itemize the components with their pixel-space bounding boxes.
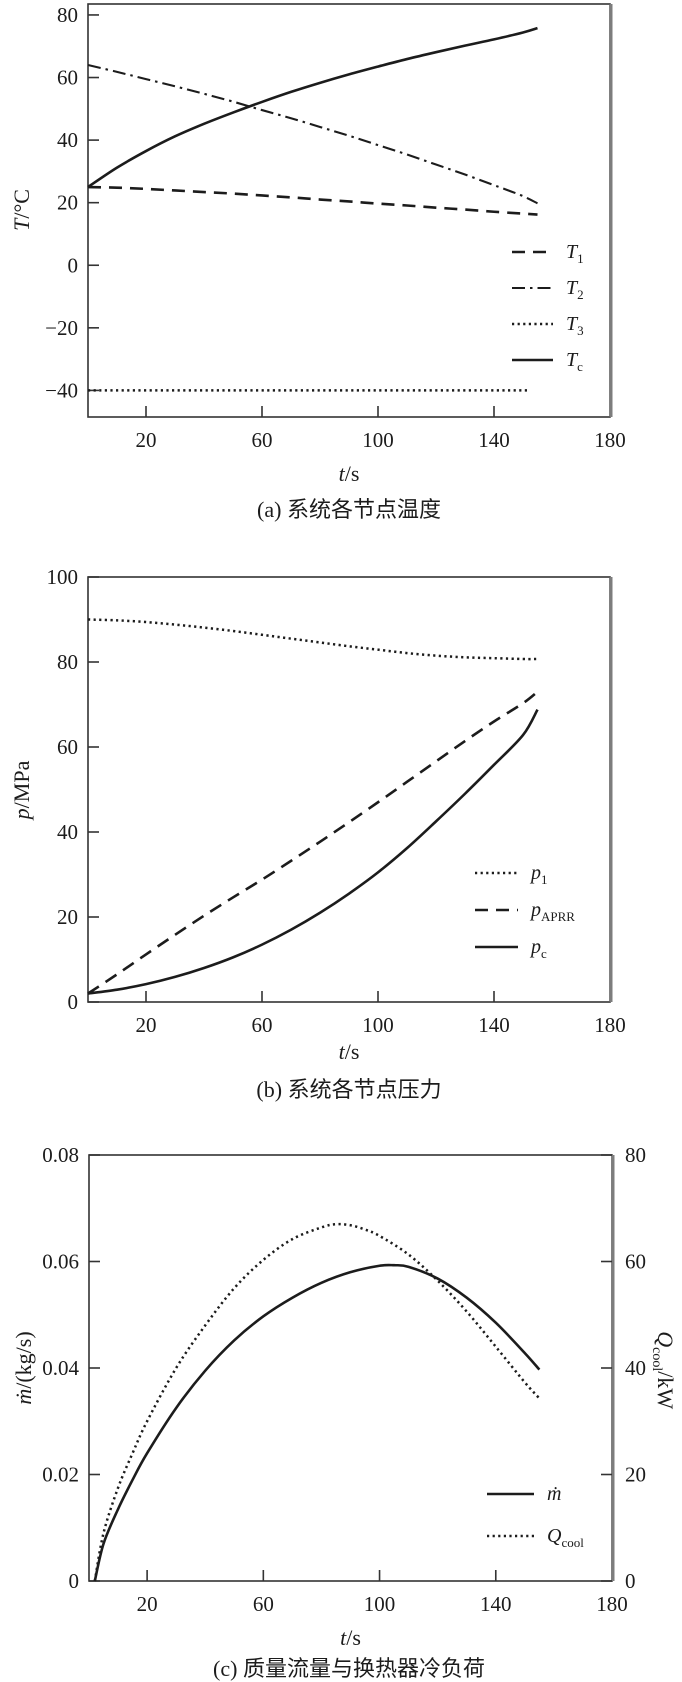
yaxis-var-b: p xyxy=(9,808,34,820)
series-Tc-line xyxy=(87,26,538,189)
x-tick-label-b: 60 xyxy=(252,1013,273,1037)
y-tick-label-a: 20 xyxy=(57,191,78,215)
x-tick-label-a: 100 xyxy=(362,428,394,452)
legend-label-T2: T2 xyxy=(566,277,584,302)
yaxis-label-b: p/MPa xyxy=(9,680,35,900)
y-tick-label-a: −40 xyxy=(45,378,78,402)
caption-c: (c) 质量流量与换热器冷负荷 xyxy=(213,1656,485,1681)
y-tick-label-a: 0 xyxy=(68,253,79,277)
xaxis-label-a: t/s xyxy=(88,461,610,487)
y-tick-label-b: 80 xyxy=(57,650,78,674)
yaxis2-sub-c: cool xyxy=(648,1347,664,1372)
xaxis-label-c: t/s xyxy=(89,1625,612,1651)
x-tick-label-a: 60 xyxy=(252,428,273,452)
legend-label-Qcool: Qcool xyxy=(547,1525,584,1550)
yaxis2-unit-c: /kW xyxy=(653,1371,679,1410)
yaxis-unit-a: /°C xyxy=(9,189,34,219)
yaxis-label-c-right: Qcool/kW xyxy=(648,1260,678,1480)
y-tick-label-c: 0.02 xyxy=(42,1463,79,1487)
xaxis-var-c: t xyxy=(340,1625,347,1650)
xaxis-unit-b: /s xyxy=(344,1039,360,1064)
series-ṁ-line xyxy=(93,1263,541,1582)
xaxis-var-a: t xyxy=(338,461,345,486)
yaxis-unit-c: /(kg/s) xyxy=(11,1331,36,1389)
x-tick-label-a: 180 xyxy=(594,428,626,452)
y2-tick-label-c: 0 xyxy=(625,1569,636,1593)
x-tick-label-a: 140 xyxy=(478,428,510,452)
x-tick-label-b: 140 xyxy=(478,1013,510,1037)
yaxis-unit-b: /MPa xyxy=(9,760,34,809)
series-Qcool-line xyxy=(93,1222,541,1582)
x-tick-label-c: 100 xyxy=(364,1592,396,1616)
x-tick-label-b: 20 xyxy=(136,1013,157,1037)
series-pc-line xyxy=(87,708,539,995)
y-tick-label-a: 80 xyxy=(57,3,78,27)
y-tick-label-c: 0 xyxy=(69,1569,80,1593)
yaxis2-var-c: Q xyxy=(653,1331,679,1348)
yaxis-label-c-left: ṁ/(kg/s) xyxy=(11,1258,37,1478)
legend-label-Tc: Tc xyxy=(566,349,583,374)
x-tick-label-c: 180 xyxy=(596,1592,628,1616)
series-T1-line xyxy=(87,185,538,216)
y-tick-label-a: 60 xyxy=(57,66,78,90)
legend-label-T1: T1 xyxy=(566,241,584,266)
xaxis-var-b: t xyxy=(338,1039,345,1064)
x-tick-label-c: 60 xyxy=(253,1592,274,1616)
y-tick-label-a: −20 xyxy=(45,316,78,340)
y-tick-label-b: 100 xyxy=(47,565,79,589)
y2-tick-label-c: 60 xyxy=(625,1250,646,1274)
series-p1-line xyxy=(87,618,538,661)
y2-tick-label-c: 40 xyxy=(625,1356,646,1380)
yaxis-label-a: T/°C xyxy=(9,100,35,320)
y2-tick-label-c: 80 xyxy=(625,1143,646,1167)
x-tick-label-a: 20 xyxy=(136,428,157,452)
y2-tick-label-c: 20 xyxy=(625,1463,646,1487)
series-pAPRR-line xyxy=(87,690,539,995)
xaxis-unit-c: /s xyxy=(346,1625,361,1650)
caption-b: (b) 系统各节点压力 xyxy=(256,1077,442,1102)
legend-label-T3: T3 xyxy=(566,313,584,338)
x-tick-label-c: 140 xyxy=(480,1592,512,1616)
legend-label-p1: p1 xyxy=(529,862,548,887)
y-tick-label-c: 0.04 xyxy=(42,1356,79,1380)
y-tick-label-c: 0.06 xyxy=(42,1250,79,1274)
xaxis-unit-a: /s xyxy=(344,461,360,486)
yaxis-var-c: ṁ xyxy=(11,1388,36,1405)
caption-a: (a) 系统各节点温度 xyxy=(257,497,441,522)
plot-frame-c xyxy=(88,1154,613,1582)
y-tick-label-a: 40 xyxy=(57,128,78,152)
legend-label-ṁ: ṁ xyxy=(547,1483,561,1505)
plot-frame-a xyxy=(87,3,611,418)
x-tick-label-c: 20 xyxy=(137,1592,158,1616)
y-tick-label-b: 60 xyxy=(57,735,78,759)
y-tick-label-b: 0 xyxy=(68,990,79,1014)
legend-label-pAPRR: pAPRR xyxy=(529,899,575,924)
xaxis-label-b: t/s xyxy=(88,1039,610,1065)
series-T2-line xyxy=(87,63,538,205)
x-tick-label-b: 180 xyxy=(594,1013,626,1037)
yaxis-var-a: T xyxy=(9,218,34,231)
y-tick-label-c: 0.08 xyxy=(42,1143,79,1167)
y-tick-label-b: 20 xyxy=(57,905,78,929)
x-tick-label-b: 100 xyxy=(362,1013,394,1037)
y-tick-label-b: 40 xyxy=(57,820,78,844)
legend-label-pc: pc xyxy=(529,936,547,961)
